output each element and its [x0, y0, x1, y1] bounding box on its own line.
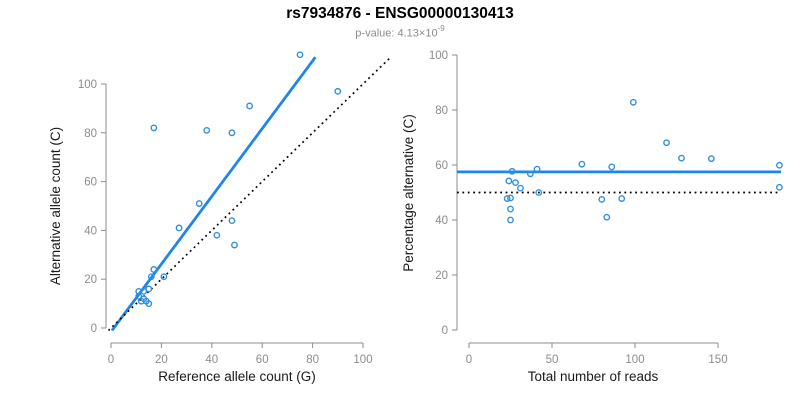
- x-tick-label: 50: [546, 354, 559, 366]
- data-point: [213, 231, 221, 239]
- x-axis-label: Total number of reads: [528, 369, 659, 384]
- data-point: [507, 194, 514, 202]
- data-point: [503, 195, 511, 202]
- data-point: [160, 273, 168, 281]
- y-tick-label: 20: [435, 270, 448, 282]
- data-point: [175, 224, 183, 232]
- fitted-line: [110, 56, 317, 332]
- y-tick-label: 100: [78, 79, 97, 91]
- y-axis-label: Alternative allele count (C): [48, 127, 63, 285]
- x-tick-label: 40: [205, 354, 218, 366]
- data-point: [678, 154, 685, 162]
- right-panel-percentage-reads: 0 20 40 60 80 100 0 50 100 150 Total number of rea…: [401, 50, 783, 384]
- pvalue-exponent: -9: [437, 24, 445, 33]
- identity-line: [107, 57, 391, 332]
- data-point: [147, 273, 155, 281]
- data-point: [145, 300, 153, 307]
- x-tick-label: 150: [708, 354, 727, 366]
- data-point: [195, 200, 203, 207]
- x-tick-label: 60: [256, 354, 269, 366]
- data-point: [150, 124, 158, 132]
- data-point: [629, 98, 637, 106]
- y-tick-label: 80: [435, 105, 448, 117]
- x-tick-label: 0: [466, 354, 472, 366]
- left-panel-allele-counts: 0 20 40 60 80 100 0 20 40 60 80 100 Reference allele…: [48, 51, 391, 384]
- data-point: [533, 165, 541, 173]
- data-point: [203, 126, 211, 134]
- y-tick-label: 60: [84, 177, 97, 189]
- data-point: [776, 161, 783, 169]
- data-point: [246, 102, 254, 110]
- x-tick-label: 100: [625, 354, 644, 366]
- x-tick-label: 20: [155, 354, 168, 366]
- y-tick-label: 40: [435, 215, 448, 227]
- y-tick-label: 60: [435, 160, 448, 172]
- x-tick-label: 0: [108, 354, 114, 366]
- data-point: [150, 266, 158, 273]
- data-point: [535, 189, 543, 196]
- data-point: [603, 213, 611, 221]
- data-point: [512, 179, 519, 187]
- data-point: [296, 51, 304, 59]
- data-point: [505, 177, 513, 185]
- data-point: [334, 87, 342, 95]
- plot-subtitle: p-value: 4.13×10-9: [0, 24, 800, 40]
- data-point: [507, 205, 514, 213]
- data-point: [527, 170, 534, 178]
- y-tick-label: 80: [84, 128, 97, 140]
- x-axis-label: Reference allele count (G): [158, 369, 316, 384]
- data-point: [228, 129, 236, 137]
- data-point: [228, 217, 236, 225]
- data-point: [231, 241, 238, 249]
- data-point: [663, 139, 670, 147]
- data-point: [517, 184, 524, 192]
- plot-title: rs7934876 - ENSG00000130413: [286, 5, 514, 22]
- data-point: [598, 195, 606, 203]
- data-point: [776, 183, 783, 191]
- data-point: [618, 195, 626, 202]
- data-point: [578, 160, 586, 168]
- y-axis-label: Percentage alternative (C): [401, 114, 416, 272]
- pvalue-text: p-value: 4.13×10: [355, 27, 438, 40]
- y-tick-label: 0: [91, 323, 97, 335]
- y-tick-label: 40: [84, 225, 97, 237]
- y-tick-label: 100: [429, 50, 448, 62]
- data-point: [508, 167, 516, 175]
- data-point: [507, 216, 514, 224]
- y-tick-label: 0: [442, 325, 448, 337]
- data-point: [707, 155, 715, 163]
- data-point: [608, 163, 616, 171]
- x-tick-label: 100: [353, 354, 372, 366]
- y-tick-label: 20: [84, 274, 97, 286]
- x-tick-label: 80: [306, 354, 319, 366]
